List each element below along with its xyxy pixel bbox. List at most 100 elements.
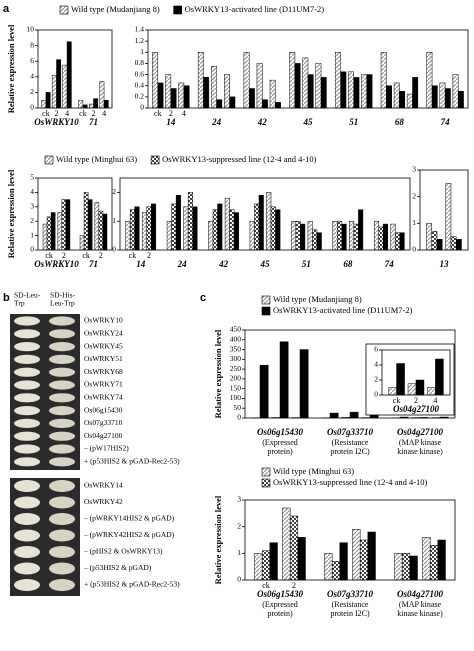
bar: [134, 206, 140, 251]
construct-label: – (p53HIS2 & pGAD): [83, 563, 152, 572]
bar: [294, 63, 301, 109]
bar: [335, 52, 341, 109]
bar: [125, 220, 131, 251]
colony: [49, 444, 75, 454]
y-tick-label: 0: [30, 103, 34, 112]
colony: [14, 418, 40, 429]
bar: [269, 542, 278, 581]
column-header: SD-Leu-: [14, 291, 41, 300]
bar: [353, 223, 359, 251]
colony: [14, 354, 40, 365]
y-tick-label: 0.6: [135, 69, 145, 78]
bar: [295, 220, 301, 251]
gene-note: protein): [267, 447, 293, 456]
bar: [254, 203, 260, 251]
bar: [329, 412, 339, 419]
x-tick-label: 2: [55, 109, 59, 118]
panel-label: b: [3, 292, 10, 304]
bar: [422, 537, 431, 581]
x-tick-label: ck: [82, 251, 90, 260]
gene-label: Os04g27100: [397, 427, 444, 437]
yeast-plate: [10, 314, 80, 470]
bar: [256, 63, 263, 109]
bar: [340, 71, 347, 109]
y-tick-label: 0: [112, 245, 116, 254]
colony: [49, 405, 75, 416]
y-tick-label: 4: [374, 360, 378, 369]
gene-label: 42: [257, 117, 268, 127]
y-tick-label: 0: [237, 413, 241, 422]
bar: [171, 203, 177, 251]
y-tick-label: 3: [30, 202, 34, 211]
bar: [87, 199, 93, 251]
bar: [165, 74, 172, 109]
gene-label: 74: [385, 259, 395, 269]
bar: [203, 77, 210, 109]
y-tick-label: 2: [237, 521, 241, 530]
gene-note: (MAP kinase: [399, 600, 442, 609]
bar: [192, 206, 198, 251]
x-tick-label: ck: [262, 581, 270, 590]
bar: [249, 220, 255, 251]
colony: [49, 393, 75, 403]
bar: [289, 515, 299, 581]
bar: [166, 220, 172, 251]
bar: [332, 220, 338, 251]
gene-label: 68: [343, 259, 353, 269]
colony: [49, 431, 75, 441]
y-tick-label: 0.4: [135, 80, 145, 89]
plot-frame: [37, 29, 113, 109]
bar: [224, 197, 230, 251]
x-tick-label: ck: [154, 109, 162, 118]
bar: [98, 210, 104, 251]
gene-label: 45: [260, 259, 271, 269]
bar: [229, 96, 236, 109]
bar: [146, 206, 152, 251]
bar: [79, 235, 85, 251]
colony: [49, 367, 75, 377]
colony: [14, 579, 40, 591]
bar: [353, 77, 360, 109]
bar: [383, 223, 389, 251]
bar: [299, 349, 309, 419]
bar: [349, 220, 355, 251]
bar: [57, 212, 63, 251]
colony: [14, 562, 40, 575]
bar: [409, 555, 418, 581]
colony: [14, 457, 40, 467]
construct-label: Os04g27100: [84, 431, 123, 440]
y-tick-label: 3: [412, 165, 416, 174]
plot-frame: [244, 499, 456, 581]
y-tick-label: 2: [112, 187, 116, 196]
y-tick-label: 150: [230, 383, 242, 392]
colony: [49, 316, 75, 326]
bar: [248, 88, 255, 109]
legend-swatch: [173, 5, 182, 15]
bar: [170, 88, 177, 109]
bar: [412, 77, 419, 109]
bar: [178, 82, 185, 109]
gene-label: 24: [211, 117, 222, 127]
colony: [14, 444, 40, 454]
legend-swatch: [261, 467, 271, 477]
y-tick-label: 1: [140, 47, 144, 56]
bar: [445, 183, 452, 251]
bar: [315, 63, 322, 109]
bar: [258, 195, 264, 251]
bar: [300, 223, 306, 251]
gene-note: (Expressed: [262, 600, 298, 609]
panel-label: c: [200, 292, 206, 304]
colony: [14, 316, 40, 326]
x-tick-label: 4: [433, 396, 437, 405]
bar: [83, 192, 89, 251]
construct-label: OsWRKY68: [84, 367, 123, 376]
colony: [49, 496, 75, 509]
y-tick-label: 4: [30, 72, 34, 81]
legend-label: OsWRKY13-activated line (D11UM7-2): [273, 305, 413, 315]
construct-label: OsWRKY51: [84, 354, 123, 363]
colony: [49, 529, 75, 542]
colony: [49, 562, 75, 575]
bar: [401, 553, 411, 581]
construct-label: OsWRKY10: [84, 316, 123, 325]
bar: [407, 383, 417, 396]
